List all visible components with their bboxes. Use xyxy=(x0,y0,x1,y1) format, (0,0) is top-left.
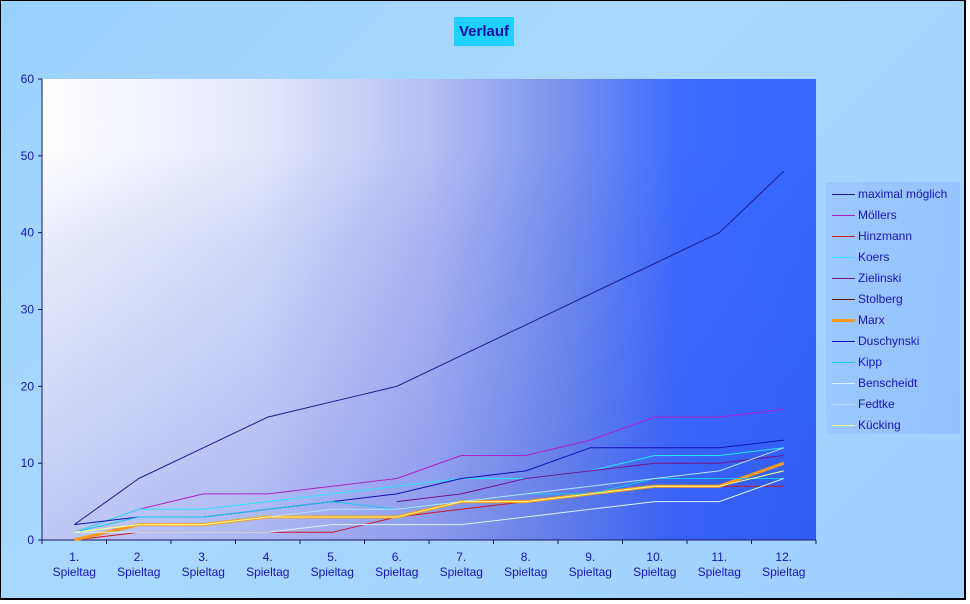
legend-swatch xyxy=(832,383,855,384)
x-tick-label: 3. Spieltag xyxy=(182,550,225,579)
legend-swatch xyxy=(832,404,855,405)
legend-swatch xyxy=(832,425,855,426)
y-tick-label: 60 xyxy=(21,72,35,86)
x-tick-label: 9. Spieltag xyxy=(569,550,612,579)
y-tick-label: 20 xyxy=(21,379,35,393)
legend-item: Marx xyxy=(826,310,960,331)
legend-item: Kücking xyxy=(826,415,960,436)
legend-swatch xyxy=(832,278,855,279)
legend-label: Kipp xyxy=(858,355,883,369)
legend-item: Möllers xyxy=(826,205,960,226)
legend-swatch xyxy=(832,341,855,342)
legend-label: Duschynski xyxy=(858,334,920,348)
legend-label: Benscheidt xyxy=(858,376,918,390)
legend-swatch xyxy=(832,299,855,300)
legend-label: Möllers xyxy=(858,208,897,222)
series-line-9 xyxy=(74,478,784,533)
axes xyxy=(38,78,817,544)
legend-item: Fedtke xyxy=(826,394,960,415)
series-line-1 xyxy=(74,408,784,533)
x-tick-label: 8. Spieltag xyxy=(504,550,547,579)
legend: maximal möglich Möllers Hinzmann Koers Zieli… xyxy=(826,182,960,434)
series-line-0 xyxy=(74,170,785,526)
x-tick-label: 7. Spieltag xyxy=(440,550,483,579)
y-tick-label: 40 xyxy=(21,226,35,240)
legend-item: Duschynski xyxy=(826,331,960,352)
x-tick-label: 6. Spieltag xyxy=(375,550,418,579)
legend-item: Hinzmann xyxy=(826,226,960,247)
legend-item: Zielinski xyxy=(826,268,960,289)
legend-label: Koers xyxy=(858,250,890,264)
x-tick-label: 2. Spieltag xyxy=(117,550,160,579)
legend-label: Zielinski xyxy=(858,271,902,285)
legend-swatch xyxy=(832,257,855,258)
x-tick-label: 1. Spieltag xyxy=(53,550,96,579)
tick-labels: 0 10 20 30 40 50 60 1. Spieltag 2. Spieltag 3. Spiel… xyxy=(21,72,806,579)
x-tick-label: 5. Spieltag xyxy=(311,550,354,579)
series-line-4 xyxy=(396,455,784,503)
legend-item: Stolberg xyxy=(826,289,960,310)
legend-label: Fedtke xyxy=(858,397,895,411)
series-layer xyxy=(73,170,785,542)
legend-swatch xyxy=(832,362,855,363)
legend-item: maximal möglich xyxy=(826,184,960,205)
legend-item: Kipp xyxy=(826,352,960,373)
series-line-11 xyxy=(74,470,784,533)
legend-label: maximal möglich xyxy=(858,187,948,201)
legend-swatch xyxy=(832,236,855,237)
legend-swatch xyxy=(832,194,855,195)
chart-title: Verlauf xyxy=(454,17,514,46)
legend-label: Kücking xyxy=(858,418,901,432)
legend-label: Hinzmann xyxy=(858,229,913,243)
y-tick-label: 0 xyxy=(27,533,34,547)
legend-label: Stolberg xyxy=(858,292,903,306)
series-line-3 xyxy=(74,447,784,533)
legend-item: Koers xyxy=(826,247,960,268)
y-tick-label: 50 xyxy=(21,149,35,163)
x-tick-label: 4. Spieltag xyxy=(246,550,289,579)
legend-swatch xyxy=(832,215,855,216)
legend-item: Benscheidt xyxy=(826,373,960,394)
x-tick-label: 12. Spieltag xyxy=(762,550,805,579)
series-line-10 xyxy=(74,447,784,533)
x-tick-label: 11. Spieltag xyxy=(698,550,741,579)
y-tick-label: 30 xyxy=(21,303,35,317)
legend-label: Marx xyxy=(858,313,885,327)
x-tick-label: 10. Spieltag xyxy=(633,550,676,579)
y-tick-label: 10 xyxy=(21,456,35,470)
legend-swatch xyxy=(832,319,855,322)
